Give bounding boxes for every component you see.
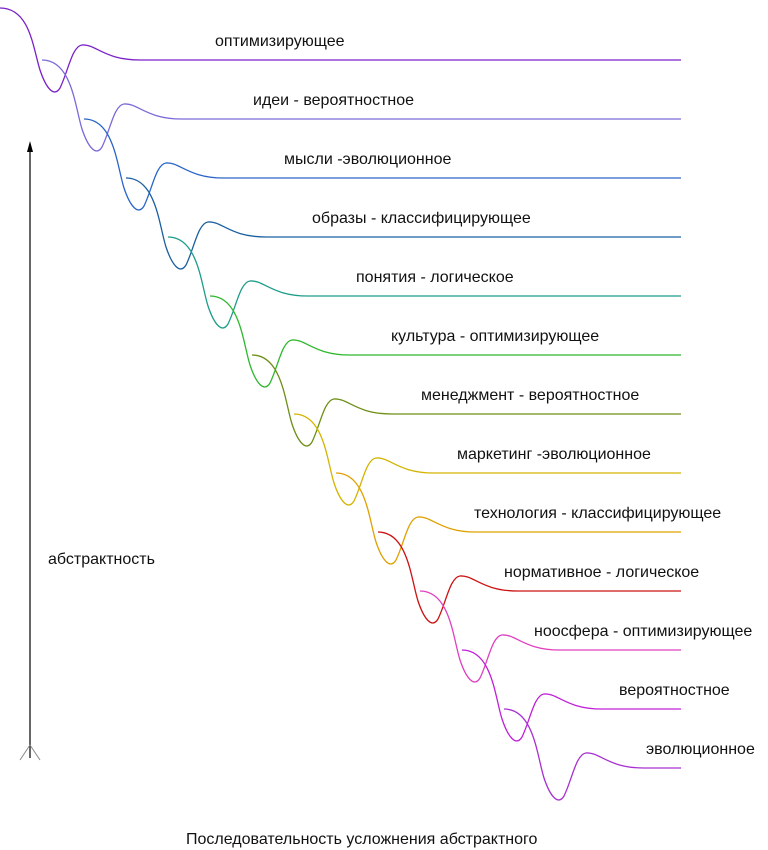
level-curve-6 (209, 295, 681, 388)
axis-arrowhead (27, 141, 33, 152)
level-curve-2 (41, 59, 681, 152)
level-curve-9 (335, 472, 681, 565)
axis-label: абстрактность (48, 551, 155, 568)
level-curve-7 (251, 354, 681, 447)
level-label-5: понятия - логическое (356, 269, 514, 286)
level-curve-11 (419, 590, 681, 683)
level-labels: оптимизирующее идеи - вероятностное мысли … (215, 33, 755, 758)
level-label-2: идеи - вероятностное (253, 92, 414, 109)
level-label-7: менеджмент - вероятностное (421, 387, 639, 404)
level-curve-13 (503, 708, 681, 801)
level-curve-10 (377, 531, 681, 624)
level-label-4: образы - классифицирующее (312, 210, 531, 227)
level-curve-3 (83, 118, 681, 211)
level-label-13: эволюционное (646, 741, 755, 758)
level-label-11: ноосфера - оптимизирующее (534, 623, 752, 640)
level-label-12: вероятностное (619, 682, 730, 699)
level-curve-4 (125, 177, 681, 270)
abstraction-axis: абстрактность (19, 141, 155, 761)
level-curve-1 (0, 7, 681, 93)
level-label-6: культура - оптимизирующее (391, 328, 599, 345)
diagram-caption: Последовательность усложнения абстрактно… (186, 831, 538, 848)
level-curve-12 (461, 649, 681, 742)
level-label-9: технология - классифицирующее (474, 505, 721, 522)
axis-foot-right (29, 744, 41, 761)
level-curve-8 (293, 413, 681, 506)
level-label-3: мысли -эволюционное (284, 151, 451, 168)
level-label-1: оптимизирующее (215, 33, 345, 50)
level-curve-5 (167, 236, 681, 329)
level-label-10: нормативное - логическое (504, 564, 699, 581)
level-curves (0, 7, 681, 801)
level-label-8: маркетинг -эволюционное (457, 446, 651, 463)
axis-foot-left (19, 744, 31, 761)
